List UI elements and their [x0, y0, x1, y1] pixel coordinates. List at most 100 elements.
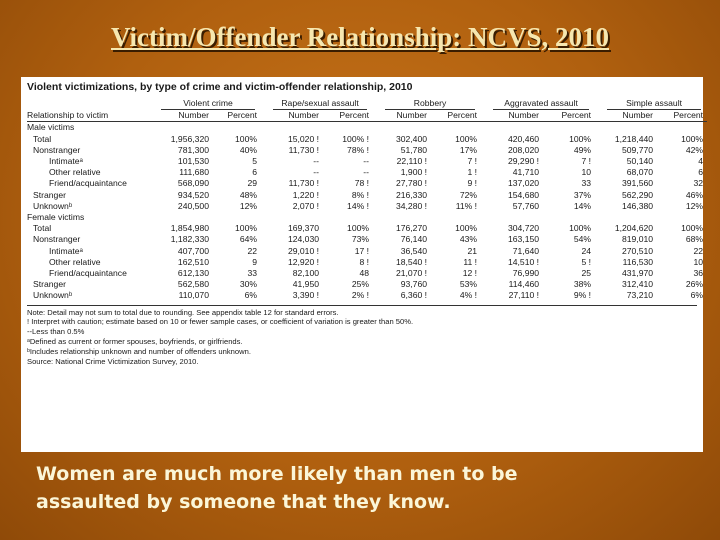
- table-row: Nonstranger 781,300 40% 11,730 ! 78% ! 51,780…: [27, 145, 707, 156]
- number-cell: 27,110 !: [508, 290, 540, 301]
- number-cell: 312,410: [621, 279, 654, 290]
- table-title: Violent victimizations, by type of crime…: [27, 81, 413, 93]
- number-cell: 101,530: [177, 156, 209, 167]
- percent-cell: 9 !: [467, 178, 478, 189]
- percent-cell: 100% !: [342, 133, 370, 144]
- percent-cell: 7 !: [581, 156, 592, 167]
- number-cell: 420,460: [507, 133, 540, 144]
- number-header: Number: [155, 110, 213, 123]
- number-cell: 568,090: [177, 178, 209, 189]
- victimization-table: Violent crime Rape/sexual assault Robber…: [27, 98, 708, 302]
- percent-cell: 6: [252, 167, 258, 178]
- percent-cell: 6%: [690, 290, 704, 301]
- number-cell: 146,380: [621, 200, 654, 211]
- number-cell: 41,950: [292, 279, 320, 290]
- number-cell: 304,720: [507, 223, 540, 234]
- number-cell: 2,070 !: [292, 200, 320, 211]
- percent-cell: 29: [247, 178, 258, 189]
- number-cell: 21,070 !: [395, 268, 428, 279]
- number-cell: 111,680: [179, 167, 209, 178]
- percent-cell: 1 !: [467, 167, 478, 178]
- number-cell: 431,970: [621, 268, 654, 279]
- percent-cell: 12%: [239, 200, 258, 211]
- number-cell: 82,100: [292, 268, 320, 279]
- number-cell: 934,520: [177, 189, 209, 200]
- table-notes: Note: Detail may not sum to total due to…: [27, 304, 697, 367]
- number-cell: 270,510: [621, 245, 654, 256]
- percent-cell: 37%: [573, 189, 592, 200]
- caption-line: assaulted by someone that they know.: [36, 491, 451, 513]
- percent-cell: 12 !: [462, 268, 478, 279]
- number-cell: 162,510: [177, 256, 209, 267]
- percent-cell: 26%: [685, 279, 704, 290]
- number-cell: 407,700: [177, 245, 209, 256]
- number-cell: 93,760: [400, 279, 428, 290]
- number-header: Number: [487, 110, 544, 123]
- table-row: Other relative 111,680 6 -- -- 1,900 ! 1 ! 41,7…: [27, 167, 707, 178]
- section-label: Male victims: [27, 122, 75, 133]
- number-cell: 1,218,440: [614, 133, 654, 144]
- percent-header: Percent: [657, 110, 708, 123]
- number-cell: 781,300: [177, 144, 209, 155]
- number-cell: 1,900 !: [400, 167, 428, 178]
- slide-title: Victim/Offender Relationship: NCVS, 2010: [111, 22, 609, 52]
- percent-cell: 8 !: [359, 256, 370, 267]
- number-header: Number: [379, 110, 432, 123]
- number-cell: 71,640: [512, 245, 540, 256]
- row-label: Total: [33, 223, 52, 234]
- table-panel: Violent victimizations, by type of crime…: [21, 77, 708, 452]
- percent-cell: 25%: [351, 279, 370, 290]
- number-cell: 6,360 !: [400, 290, 428, 301]
- percent-cell: 73%: [351, 234, 370, 245]
- percent-cell: 46%: [685, 189, 704, 200]
- percent-cell: 64%: [239, 234, 258, 245]
- row-label: Other relative: [49, 256, 101, 267]
- percent-cell: 4% !: [459, 290, 478, 301]
- number-cell: 154,680: [507, 189, 540, 200]
- number-cell: 29,010 !: [287, 245, 320, 256]
- number-cell: 14,510 !: [507, 256, 540, 267]
- percent-cell: 5 !: [581, 256, 592, 267]
- note-line: Note: Detail may not sum to total due to…: [27, 307, 339, 317]
- percent-cell: 14% !: [347, 200, 370, 211]
- percent-cell: 14%: [573, 200, 592, 211]
- percent-cell: --: [363, 156, 370, 167]
- row-label: Unknownᵇ: [33, 290, 73, 301]
- percent-cell: 5: [252, 156, 258, 167]
- row-label: Other relative: [49, 167, 101, 178]
- number-cell: 50,140: [626, 156, 654, 167]
- note-line: --Less than 0.5%: [27, 327, 85, 337]
- percent-cell: 100%: [455, 223, 478, 234]
- number-cell: 68,070: [626, 167, 654, 178]
- number-cell: 36,540: [400, 245, 428, 256]
- number-cell: 562,580: [177, 279, 209, 290]
- percent-cell: 100%: [681, 133, 704, 144]
- percent-cell: 78% !: [347, 144, 370, 155]
- number-cell: 11,730 !: [288, 144, 320, 155]
- percent-cell: 32: [693, 178, 704, 189]
- section-label: Female victims: [27, 212, 85, 223]
- row-label: Nonstranger: [33, 144, 81, 155]
- number-cell: 819,010: [621, 234, 654, 245]
- table-row: Unknownᵇ 240,500 12% 2,070 ! 14% ! 34,280 ! 11…: [27, 201, 707, 212]
- percent-cell: 100%: [235, 133, 258, 144]
- number-cell: 163,150: [507, 234, 540, 245]
- slide-caption: Women are much more likely than men to b…: [36, 460, 696, 516]
- percent-cell: 33: [247, 268, 258, 279]
- percent-cell: 17 !: [354, 245, 370, 256]
- group-header: Robbery: [379, 98, 481, 111]
- row-label: Total: [33, 133, 52, 144]
- percent-cell: 33: [581, 178, 592, 189]
- caption-line: Women are much more likely than men to b…: [36, 463, 518, 485]
- percent-header: Percent: [431, 110, 482, 123]
- number-cell: --: [313, 167, 320, 178]
- percent-cell: 54%: [573, 234, 592, 245]
- percent-cell: 24: [581, 245, 592, 256]
- row-label: Stranger: [33, 279, 66, 290]
- note-line: ᵇIncludes relationship unknown and numbe…: [27, 346, 251, 356]
- row-label: Nonstranger: [33, 234, 81, 245]
- percent-cell: 43%: [459, 234, 478, 245]
- number-header: Number: [601, 110, 658, 123]
- group-header: Rape/sexual assault: [267, 98, 373, 111]
- number-cell: 391,560: [621, 178, 654, 189]
